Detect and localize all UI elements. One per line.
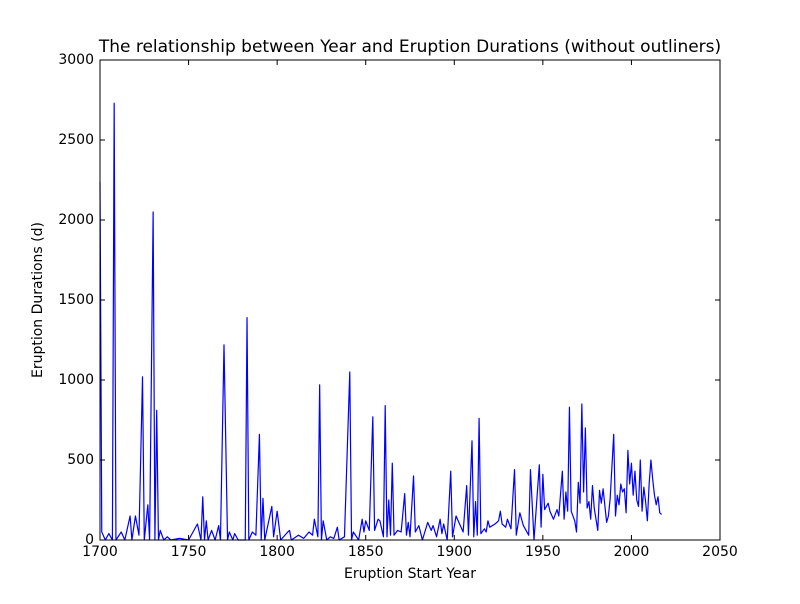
- plot-frame: [99, 59, 721, 541]
- y-tick-label: 3000: [58, 52, 94, 68]
- y-axis-label: Eruption Durations (d): [30, 222, 46, 378]
- y-tick-label: 1500: [58, 292, 94, 308]
- x-tick-label: 1850: [348, 544, 384, 560]
- x-tick-label: 1750: [171, 544, 207, 560]
- y-tick-label: 2000: [58, 212, 94, 228]
- y-tick-label: 500: [67, 452, 94, 468]
- y-tick-label: 2500: [58, 132, 94, 148]
- x-tick-label: 2050: [702, 544, 738, 560]
- x-axis-label: Eruption Start Year: [344, 566, 476, 582]
- y-tick-label: 1000: [58, 372, 94, 388]
- chart-title: The relationship between Year and Erupti…: [98, 37, 721, 57]
- x-tick-label: 1900: [436, 544, 472, 560]
- x-tick-label: 2000: [614, 544, 650, 560]
- y-tick-label: 0: [85, 532, 94, 548]
- data-line: [99, 102, 662, 541]
- x-tick-label: 1800: [259, 544, 295, 560]
- x-tick-label: 1950: [525, 544, 561, 560]
- x-tick-label: 1700: [82, 544, 118, 560]
